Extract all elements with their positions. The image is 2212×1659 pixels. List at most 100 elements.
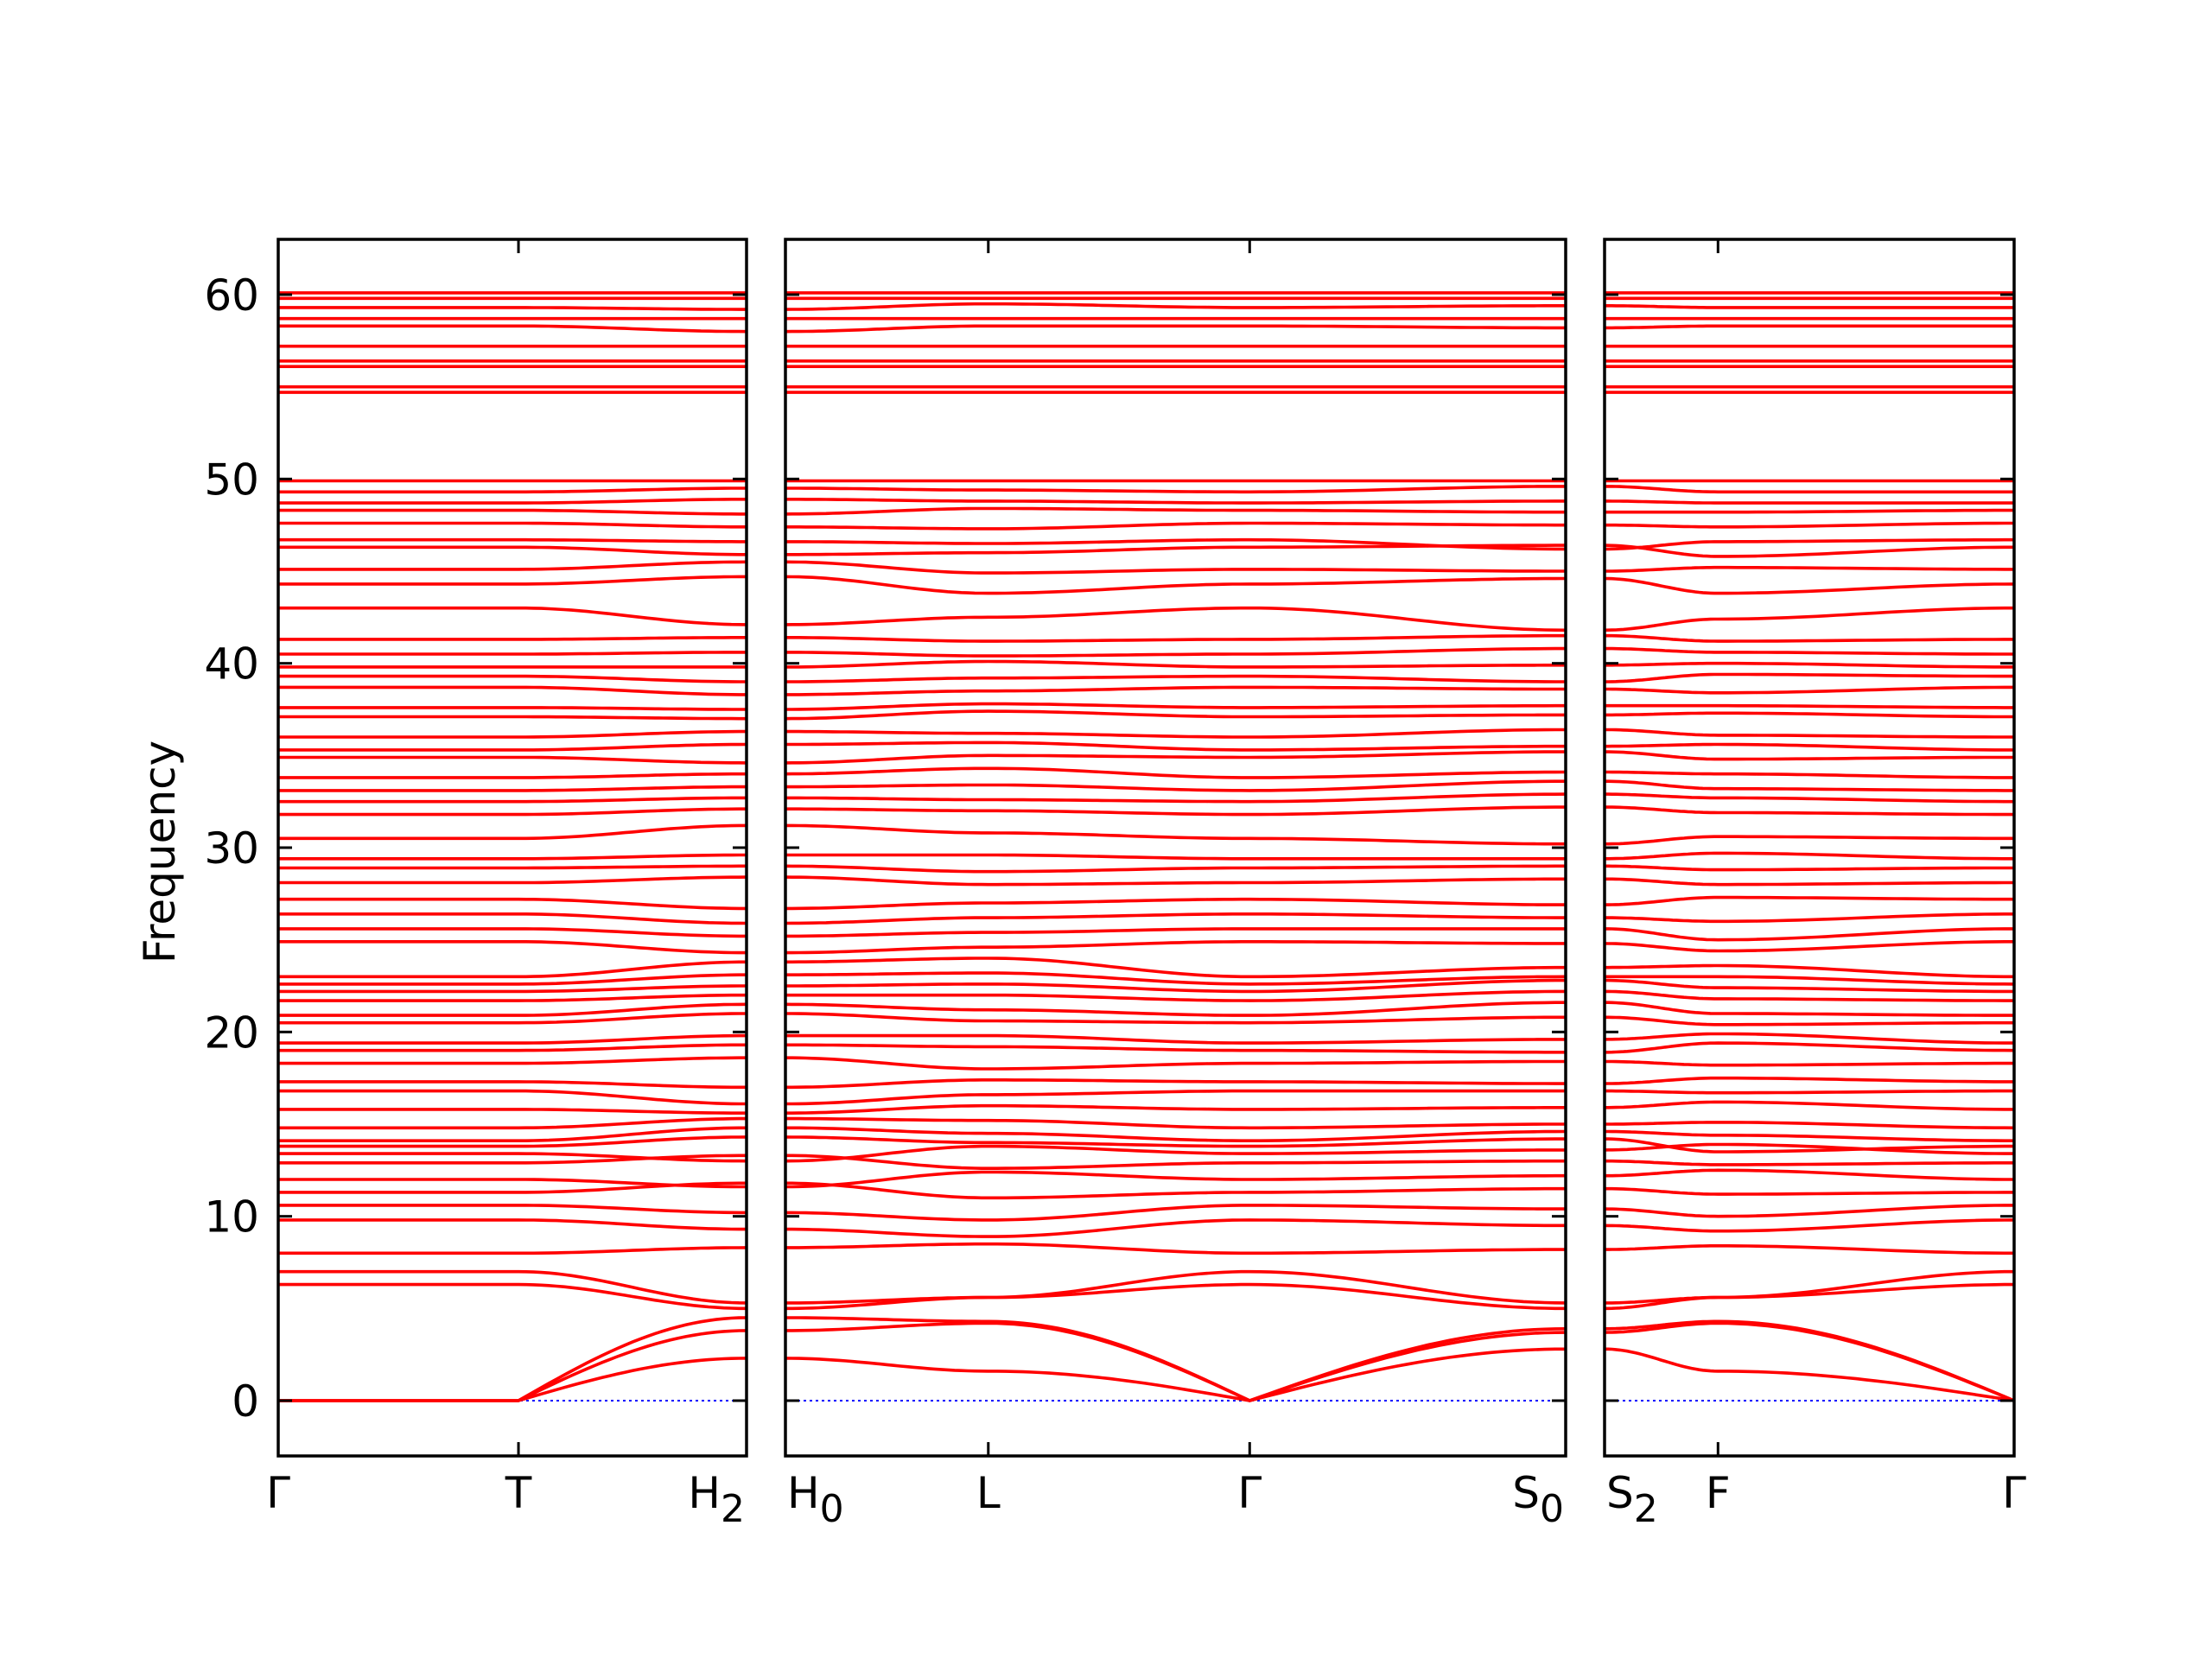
- band-line-42: [785, 709, 1566, 721]
- band-line-14: [785, 1116, 1566, 1130]
- band-line-31: [1605, 877, 2014, 887]
- x-tick-label: Γ: [266, 1468, 290, 1518]
- band-line-52: [278, 545, 747, 556]
- band-line-33: [1605, 851, 2014, 861]
- band-line-55: [1605, 508, 2014, 514]
- band-line-19: [278, 1043, 747, 1052]
- band-line-41: [278, 729, 747, 739]
- band-line-39: [278, 755, 747, 765]
- band-line-31: [785, 875, 1566, 887]
- band-line-12: [1605, 1137, 2014, 1154]
- band-line-9: [785, 1170, 1566, 1189]
- band-line-13: [785, 1126, 1567, 1142]
- band-line-4: [1605, 1269, 2014, 1305]
- band-line-44: [785, 685, 1566, 696]
- band-line-45: [1605, 672, 2014, 683]
- band-line-40: [1605, 742, 2014, 752]
- band-line-37: [278, 785, 747, 792]
- band-line-40: [278, 742, 747, 752]
- band-line-25: [278, 973, 747, 986]
- band-line-38: [1605, 770, 2014, 779]
- band-line-32: [1605, 864, 2014, 872]
- band-line-44: [278, 685, 747, 696]
- band-line-15: [1605, 1100, 2014, 1111]
- band-line-20: [278, 1033, 747, 1045]
- band-line-3: [1605, 1282, 2014, 1311]
- band-line-42: [1605, 711, 2014, 719]
- band-line-24: [278, 984, 747, 994]
- band-line-33: [785, 853, 1566, 861]
- band-line-38: [278, 772, 747, 779]
- band-line-9: [1605, 1168, 2014, 1181]
- x-tick-label: S0: [1512, 1468, 1564, 1531]
- band-line-30: [1605, 895, 2014, 906]
- band-line-56: [1605, 499, 2014, 505]
- band-line-37: [785, 779, 1566, 792]
- x-tick-label: Γ: [1237, 1468, 1262, 1518]
- band-line-64: [785, 324, 1566, 334]
- band-line-56: [785, 498, 1566, 505]
- band-line-26: [785, 957, 1566, 979]
- band-line-25: [1605, 975, 2015, 986]
- x-tick-label: F: [1706, 1468, 1731, 1518]
- band-line-20: [1604, 1032, 2014, 1045]
- band-line-0: [278, 1357, 747, 1402]
- band-line-43: [785, 702, 1566, 711]
- band-line-21: [785, 1012, 1566, 1025]
- band-line-30: [785, 897, 1566, 911]
- band-line-12: [278, 1135, 747, 1148]
- band-line-48: [1605, 633, 2014, 643]
- band-line-53: [278, 537, 747, 543]
- band-line-4: [278, 1269, 747, 1305]
- band-line-66: [1605, 304, 2014, 309]
- band-line-28: [785, 927, 1566, 938]
- band-line-20: [785, 1033, 1566, 1045]
- band-line-18: [1605, 1059, 2014, 1067]
- band-line-48: [785, 633, 1566, 643]
- band-line-26: [278, 960, 747, 979]
- band-line-64: [1605, 324, 2014, 330]
- band-line-45: [785, 674, 1566, 683]
- band-line-12: [785, 1135, 1566, 1148]
- band-line-57: [785, 485, 1566, 494]
- band-line-2: [785, 1316, 1567, 1402]
- band-line-33: [278, 853, 747, 861]
- band-line-9: [278, 1178, 747, 1189]
- band-line-22: [785, 1001, 1566, 1017]
- band-line-17: [785, 1078, 1566, 1090]
- band-line-34: [1605, 835, 2014, 846]
- band-line-5: [1605, 1244, 2014, 1255]
- band-line-66: [785, 302, 1566, 311]
- band-line-29: [785, 912, 1566, 925]
- band-line-26: [1605, 963, 2014, 979]
- band-line-56: [278, 498, 747, 505]
- band-line-6: [1604, 1218, 2015, 1233]
- band-line-46: [785, 659, 1566, 669]
- band-line-22: [1605, 1001, 2014, 1017]
- band-line-3: [785, 1282, 1566, 1311]
- panel-frame: [276, 238, 748, 1458]
- band-line-30: [278, 897, 747, 911]
- band-line-19: [1605, 1041, 2015, 1054]
- band-line-6: [278, 1218, 747, 1231]
- band-line-49: [785, 606, 1567, 632]
- band-line-36: [278, 796, 747, 804]
- band-line-49: [278, 606, 747, 626]
- band-line-46: [1605, 661, 2014, 669]
- band-line-50: [785, 575, 1567, 595]
- band-line-51: [278, 560, 747, 571]
- band-line-24: [785, 978, 1566, 994]
- band-line-42: [278, 715, 747, 721]
- band-line-17: [278, 1080, 747, 1090]
- band-line-51: [1605, 565, 2014, 573]
- band-line-41: [1605, 728, 2014, 739]
- band-line-57: [1605, 485, 2014, 494]
- band-line-37: [1605, 779, 2014, 792]
- band-line-21: [1605, 1015, 2014, 1027]
- band-line-27: [1604, 940, 2014, 953]
- x-tick-label: L: [976, 1468, 1001, 1518]
- band-line-39: [1605, 750, 2014, 761]
- band-line-39: [785, 750, 1566, 765]
- band-line-35: [1605, 805, 2014, 817]
- band-line-52: [1604, 543, 2014, 558]
